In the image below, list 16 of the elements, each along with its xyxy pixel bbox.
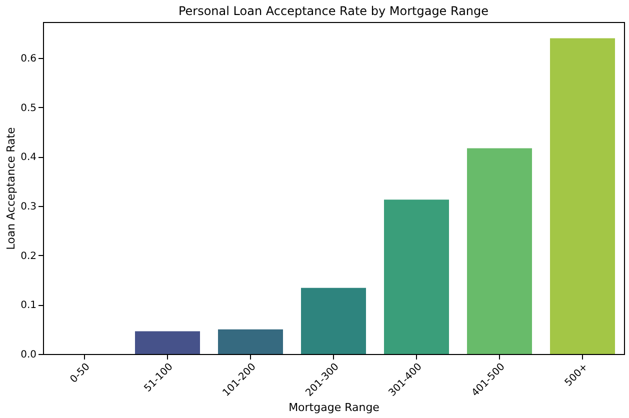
- y-axis-title: Loan Acceptance Rate: [4, 126, 18, 250]
- y-tick-label: 0.6: [20, 54, 36, 65]
- x-axis-title: Mortgage Range: [288, 401, 380, 414]
- bar: [384, 200, 449, 354]
- y-tick-label: 0.2: [20, 250, 36, 262]
- bar: [467, 148, 532, 354]
- y-tick-label: 0.0: [20, 350, 36, 360]
- y-tick-label: 0.4: [20, 152, 36, 164]
- bar: [135, 331, 200, 354]
- bar: [550, 38, 615, 354]
- bar: [218, 329, 283, 354]
- bar: [301, 288, 366, 354]
- y-tick-label: 0.1: [20, 300, 36, 312]
- y-tick-label: 0.5: [20, 102, 36, 114]
- y-tick-label: 0.3: [20, 202, 36, 213]
- chart-title: Personal Loan Acceptance Rate by Mortgage Range: [178, 4, 489, 18]
